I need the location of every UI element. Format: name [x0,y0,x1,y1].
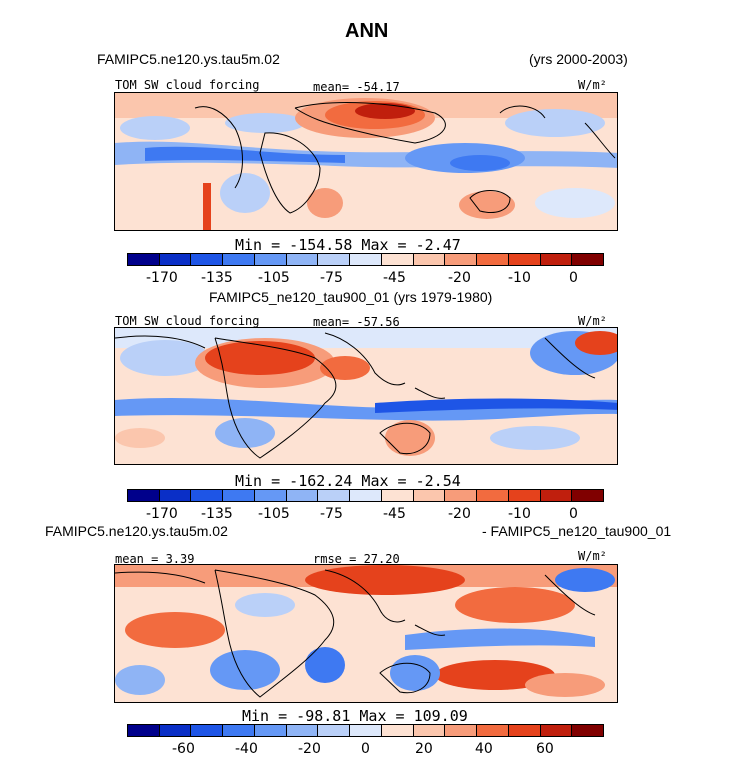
colorbar-1-swatch [445,254,478,265]
colorbar-3-swatch [540,725,573,736]
colorbar-3-swatch [445,725,478,736]
colorbar-2-tick: -10 [508,506,531,522]
colorbar-3-swatch [223,725,255,736]
colorbar-3 [127,724,604,737]
colorbar-2-swatch [477,490,509,501]
colorbar-2-tick: -45 [383,506,406,522]
colorbar-1-swatch [477,254,509,265]
colorbar-1-swatch [318,254,351,265]
colorbar-3-swatch [508,725,541,736]
colorbar-3-swatch [350,725,382,736]
colorbar-2-swatch [413,490,446,501]
colorbar-2-swatch [350,490,382,501]
colorbar-3-swatch [381,725,414,736]
colorbar-1-swatch [159,254,192,265]
units-label-2: W/m² [578,314,607,328]
colorbar-1-swatch [381,254,414,265]
case-name-1: FAMIPC5.ne120.ys.tau5m.02 [97,51,280,67]
colorbar-3-swatch [477,725,509,736]
colorbar-3-swatch [191,725,224,736]
years-label-1: (yrs 2000-2003) [529,51,628,67]
colorbar-3-tick: 40 [475,741,493,757]
variable-label-2: TOM SW cloud forcing [115,314,260,328]
mean-label-1: mean= -54.17 [313,80,400,94]
colorbar-3-swatch [318,725,351,736]
colorbar-1 [127,253,604,266]
colorbar-1-swatch [572,254,604,265]
units-label-3: W/m² [578,549,607,563]
colorbar-1-swatch [286,254,319,265]
colorbar-1-tick: -75 [320,270,343,286]
rmse-label-3: rmse = 27.20 [313,552,400,566]
units-label-1: W/m² [578,78,607,92]
colorbar-2-tick: -75 [320,506,343,522]
colorbar-1-tick: -135 [201,270,233,286]
mean-label-2: mean= -57.56 [313,315,400,329]
colorbar-2-tick: 0 [569,506,578,522]
colorbar-2-swatch [572,490,604,501]
colorbar-1-swatch [413,254,446,265]
colorbar-2-swatch [254,490,287,501]
colorbar-2-swatch [128,490,160,501]
coastlines-1 [194,102,616,214]
colorbar-1-swatch [223,254,255,265]
colorbar-2 [127,489,604,502]
variable-label-1: TOM SW cloud forcing [115,78,260,92]
colorbar-3-tick: 20 [415,741,433,757]
minmax-label-3: Min = -98.81 Max = 109.09 [242,707,468,725]
colorbar-1-tick: -10 [508,270,531,286]
colorbar-3-tick: 60 [536,741,554,757]
map-panel-3 [114,564,618,703]
colorbar-1-tick: -170 [146,270,178,286]
colorbar-2-swatch [508,490,541,501]
case-header-2: FAMIPC5_ne120_tau900_01 (yrs 1979-1980) [209,289,493,305]
colorbar-1-tick: -45 [383,270,406,286]
colorbar-3-swatch [254,725,287,736]
minmax-label-2: Min = -162.24 Max = -2.54 [235,472,461,490]
colorbar-3-tick: -60 [172,741,195,757]
case-diff-3: - FAMIPC5_ne120_tau900_01 [482,523,672,539]
case-name-3: FAMIPC5.ne120.ys.tau5m.02 [45,523,228,539]
colorbar-2-swatch [191,490,224,501]
colorbar-3-tick: 0 [361,741,370,757]
colorbar-3-tick: -40 [235,741,258,757]
colorbar-2-tick: -105 [258,506,290,522]
colorbar-2-swatch [318,490,351,501]
colorbar-1-tick: -105 [258,270,290,286]
colorbar-2-tick: -135 [201,506,233,522]
colorbar-3-swatch [413,725,446,736]
colorbar-2-swatch [159,490,192,501]
colorbar-3-swatch [128,725,160,736]
colorbar-1-swatch [508,254,541,265]
colorbar-1-swatch [350,254,382,265]
colorbar-2-swatch [223,490,255,501]
colorbar-3-swatch [572,725,604,736]
minmax-label-1: Min = -154.58 Max = -2.47 [235,236,461,254]
mean-label-3: mean = 3.39 [115,552,195,566]
colorbar-1-swatch [191,254,224,265]
page-title: ANN [345,20,389,42]
coastlines-3 [115,569,596,698]
colorbar-3-tick: -20 [298,741,321,757]
colorbar-2-tick: -20 [448,506,471,522]
colorbar-3-swatch [159,725,192,736]
colorbar-2-swatch [286,490,319,501]
colorbar-2-swatch [540,490,573,501]
coastlines-2 [115,332,596,459]
contour-fill-2 [115,328,617,456]
colorbar-1-swatch [540,254,573,265]
colorbar-1-tick: -20 [448,270,471,286]
colorbar-2-tick: -170 [146,506,178,522]
colorbar-1-swatch [254,254,287,265]
colorbar-2-swatch [381,490,414,501]
map-panel-2 [114,327,618,465]
contour-fill-1 [115,93,617,230]
colorbar-1-tick: 0 [569,270,578,286]
colorbar-3-swatch [286,725,319,736]
colorbar-1-swatch [128,254,160,265]
colorbar-2-swatch [445,490,478,501]
map-panel-1 [114,92,618,231]
contour-fill-3 [115,565,617,697]
